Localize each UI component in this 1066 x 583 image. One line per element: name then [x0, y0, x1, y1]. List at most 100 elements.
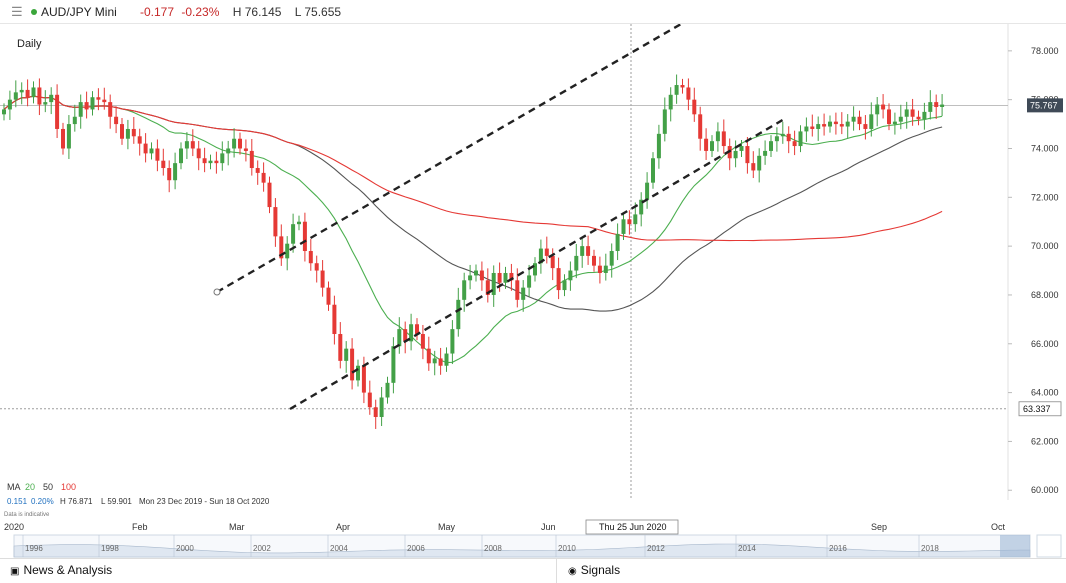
candle-body	[114, 116, 119, 125]
candle-body	[904, 109, 909, 117]
navigator-window[interactable]	[1000, 535, 1030, 557]
candle	[308, 239, 313, 271]
candle	[580, 238, 585, 268]
candle	[804, 117, 809, 142]
candle	[592, 249, 596, 272]
candle-body	[934, 102, 939, 107]
candle-body	[662, 109, 667, 134]
x-tick-label: Sep	[871, 522, 887, 532]
candle-body	[721, 131, 726, 147]
candle	[255, 160, 260, 185]
price-change: -0.177	[140, 5, 175, 19]
candle-body	[108, 102, 113, 117]
candle-body	[898, 116, 903, 122]
candle-body	[326, 287, 331, 305]
indicative-note: Data is indicative	[4, 512, 50, 518]
candle-body	[426, 348, 431, 364]
candle	[249, 138, 254, 176]
candle	[285, 236, 290, 271]
stats-line: 0.151 0.20% H 76.871 L 59.901 Mon 23 Dec 201…	[7, 497, 270, 506]
candle	[326, 281, 331, 311]
candle	[509, 263, 514, 291]
candle	[680, 78, 685, 94]
candle-body	[792, 141, 797, 147]
candle	[928, 90, 933, 120]
navigator-year-label: 2006	[407, 544, 425, 553]
signal-icon: ◉	[568, 566, 577, 577]
candle-body	[226, 148, 231, 154]
candle	[291, 213, 296, 253]
candle	[662, 97, 667, 142]
drawing-handle[interactable]	[213, 288, 221, 296]
stats-value-pct: 0.20%	[31, 497, 54, 506]
candle-body	[420, 334, 425, 349]
news-analysis-label: News & Analysis	[23, 563, 113, 577]
navigator-scroll-button[interactable]	[1036, 534, 1062, 558]
candle	[232, 128, 237, 158]
candle-body	[468, 275, 473, 281]
crosshair-date-badge-box	[585, 519, 679, 535]
x-tick-label: 2020	[4, 522, 24, 532]
candle-body	[243, 148, 248, 151]
ma-legend-period: 100	[61, 482, 76, 492]
candle-body	[875, 104, 880, 115]
x-tick-label: Oct	[991, 522, 1006, 532]
candle-body	[839, 124, 844, 127]
candle	[385, 376, 390, 404]
signals-tab[interactable]: ◉ Signals	[568, 563, 620, 577]
candle	[892, 112, 897, 135]
candle	[656, 124, 661, 169]
candle	[7, 90, 12, 120]
candle	[444, 347, 449, 372]
channel-upper-line[interactable]	[216, 24, 688, 294]
candle-body	[597, 265, 602, 273]
channel-lower-line[interactable]	[289, 116, 787, 411]
candle	[597, 256, 602, 284]
candle	[774, 127, 779, 152]
hamburger-icon[interactable]: ☰	[11, 4, 23, 19]
candle-body	[609, 251, 614, 266]
candle-body	[745, 146, 750, 164]
candle	[37, 78, 42, 116]
candle	[715, 122, 720, 152]
candle-body	[651, 158, 655, 183]
candle-body	[639, 199, 644, 215]
candle-body	[78, 102, 83, 117]
candle	[810, 114, 815, 137]
candle-body	[25, 89, 30, 98]
candle-body	[432, 358, 437, 364]
session-low: L 75.655	[294, 5, 342, 19]
navigator-year-label: 2018	[921, 544, 939, 553]
candle	[462, 272, 467, 312]
candle	[43, 90, 48, 113]
candle	[456, 287, 461, 337]
candle	[391, 337, 396, 394]
candle-body	[90, 97, 95, 110]
candle-body	[485, 280, 490, 295]
candle	[96, 88, 101, 111]
candlestick-chart[interactable]: 78.00076.00074.00072.00070.00068.00066.0…	[0, 24, 1066, 558]
candle-body	[456, 299, 461, 330]
candle-body	[674, 85, 679, 95]
candle-body	[668, 94, 673, 110]
news-analysis-tab[interactable]: ▣ News & Analysis	[10, 563, 112, 577]
candle	[2, 103, 6, 121]
candle-body	[786, 133, 791, 142]
candle-body	[603, 265, 608, 273]
candle-body	[757, 155, 762, 171]
quote-summary: -0.177 -0.23% H 76.145 L 75.655	[140, 5, 345, 19]
candle-body	[367, 392, 372, 408]
candle-body	[769, 141, 773, 151]
candle-body	[922, 111, 927, 120]
x-tick-label: Jun	[541, 522, 556, 532]
ma50-line	[3, 95, 943, 312]
candle	[125, 119, 130, 150]
candle-body	[149, 148, 154, 154]
navigator[interactable]: 1996 1998 2000 2002 2004 2006 2008 2010 2012 2014…	[13, 534, 1062, 558]
candle-body	[320, 270, 325, 288]
candle-body	[409, 324, 414, 342]
instrument-name[interactable]: AUD/JPY Mini	[41, 5, 117, 19]
candle	[55, 84, 60, 138]
candle-body	[19, 89, 24, 93]
candle	[757, 148, 762, 183]
